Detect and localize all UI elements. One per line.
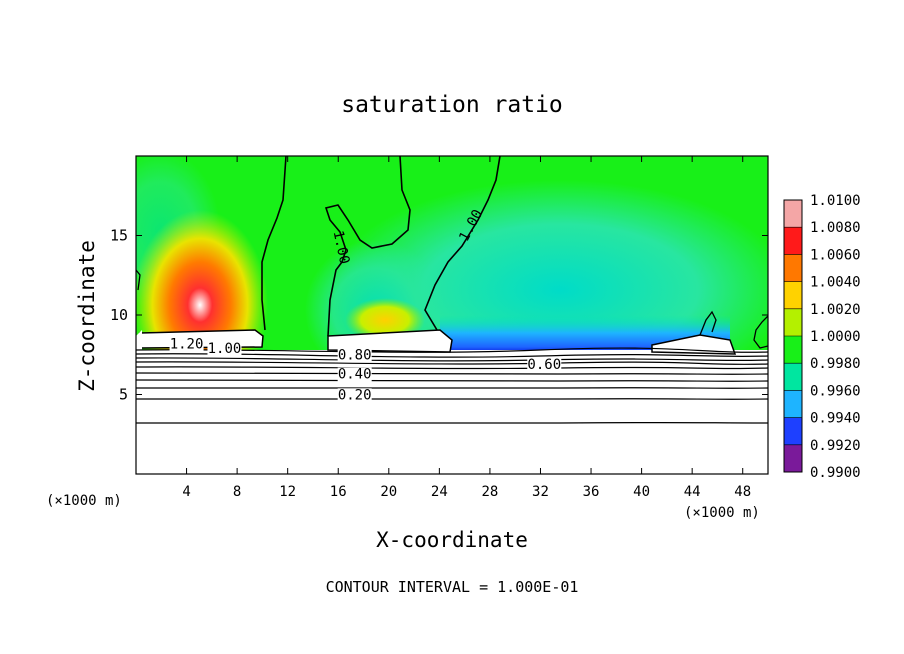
colorbar-segment [784, 200, 802, 228]
colorbar-segment [784, 254, 802, 283]
contour-label-bg [207, 342, 242, 357]
x-tick-label: 8 [233, 484, 241, 500]
chart-title: saturation ratio [341, 92, 563, 118]
colorbar-segment [784, 417, 802, 446]
contour-label: 0.60 [527, 357, 561, 373]
x-unit-right: (×1000 m) [684, 505, 760, 521]
colorbar-label: 0.9920 [810, 438, 861, 454]
lower-region [136, 350, 768, 474]
colorbar-label: 0.9960 [810, 383, 861, 399]
y-tick-label: 10 [110, 306, 128, 324]
contour-label-bg [527, 358, 562, 373]
contour-label-bg [337, 348, 372, 363]
contour-label-bg [169, 337, 204, 352]
colorbar-label: 1.0060 [810, 247, 861, 263]
y-tick-label: 15 [110, 227, 128, 245]
x-tick-label: 12 [279, 484, 296, 500]
colorbar-label: 1.0020 [810, 302, 861, 318]
contour-line-1.00-right [136, 269, 768, 349]
contour-label: 1.20 [170, 336, 204, 352]
heatmap-field [136, 156, 768, 474]
x-tick-label: 28 [481, 484, 498, 500]
colorbar-segment [784, 336, 802, 364]
x-unit-left: (×1000 m) [46, 493, 122, 509]
colorbar-segment [784, 390, 802, 419]
x-tick-label: 32 [532, 484, 549, 500]
colorbar-label: 1.0040 [810, 275, 861, 291]
x-axis: 4 8 12 16 20 24 28 32 36 40 44 48 [182, 156, 751, 500]
contour-label: 0.80 [338, 348, 372, 364]
colorbar-segment [784, 281, 802, 310]
y-axis: 5 10 15 [110, 227, 768, 404]
cloud-patch [327, 329, 453, 353]
colorbar-segment [784, 308, 802, 337]
colorbar-label: 1.0000 [810, 329, 861, 345]
x-tick-label: 16 [330, 484, 347, 500]
contour-interval-note: CONTOUR INTERVAL = 1.000E-01 [326, 578, 579, 596]
warm-plume-small [345, 298, 425, 342]
colorbar-label: 0.9980 [810, 356, 861, 372]
stratification-contours [136, 347, 768, 424]
contour-line-1.00 [261, 156, 501, 337]
colorbar-label: 0.9900 [810, 465, 861, 481]
x-tick-label: 4 [182, 484, 190, 500]
contour-label-bg [337, 367, 372, 382]
cloud-patch [136, 330, 142, 350]
colorbar: 1.0100 1.0080 1.0060 1.0040 1.0020 1.0000 0.99… [783, 193, 861, 481]
x-tick-label: 36 [583, 484, 600, 500]
contour-label-bg [337, 388, 372, 403]
y-tick-label: 5 [119, 386, 128, 404]
contour-label: 1.00 [208, 341, 242, 357]
x-tick-label: 40 [633, 484, 650, 500]
colorbar-segment [784, 227, 802, 255]
colorbar-label: 0.9940 [810, 411, 861, 427]
colorbar-segment [784, 444, 802, 473]
x-tick-label: 44 [684, 484, 701, 500]
contour-label: 0.20 [338, 387, 372, 403]
x-tick-label: 24 [431, 484, 448, 500]
y-axis-label: Z-coordinate [75, 240, 99, 392]
x-axis-label: X-coordinate [376, 528, 528, 552]
colorbar-label: 1.0080 [810, 220, 861, 236]
colorbar-label: 1.0100 [810, 193, 861, 209]
contour-label: 1.00 [330, 229, 353, 265]
contour-label: 0.40 [338, 367, 372, 383]
colorbar-segment [784, 363, 802, 391]
x-tick-label: 20 [380, 484, 397, 500]
x-tick-label: 48 [734, 484, 751, 500]
